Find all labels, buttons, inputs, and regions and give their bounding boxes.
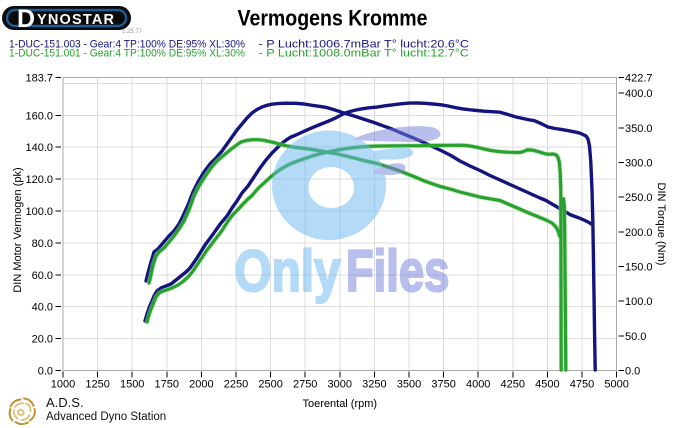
svg-text:DIN Motor Vermogen (pk): DIN Motor Vermogen (pk) xyxy=(12,167,24,292)
svg-text:20.0: 20.0 xyxy=(32,334,53,346)
svg-text:1750: 1750 xyxy=(155,379,179,391)
svg-text:4250: 4250 xyxy=(501,379,525,391)
svg-text:2750: 2750 xyxy=(293,379,317,391)
svg-text:Advanced Dyno Station: Advanced Dyno Station xyxy=(46,411,166,423)
svg-text:DIN Torque (Nm): DIN Torque (Nm) xyxy=(655,183,667,266)
svg-text:2500: 2500 xyxy=(258,379,282,391)
svg-text:D: D xyxy=(17,5,35,33)
svg-text:Toerental (rpm): Toerental (rpm) xyxy=(303,398,378,410)
svg-text:0.0: 0.0 xyxy=(625,366,640,378)
svg-text:4500: 4500 xyxy=(535,379,559,391)
svg-text:5000: 5000 xyxy=(604,379,628,391)
svg-text:400.0: 400.0 xyxy=(625,88,653,100)
svg-text:100.0: 100.0 xyxy=(25,206,53,218)
svg-text:4750: 4750 xyxy=(570,379,594,391)
svg-text:1500: 1500 xyxy=(120,379,144,391)
svg-text:2250: 2250 xyxy=(224,379,248,391)
svg-text:80.0: 80.0 xyxy=(32,238,53,250)
svg-text:Vermogens Kromme: Vermogens Kromme xyxy=(238,5,428,30)
svg-text:150.0: 150.0 xyxy=(625,262,653,274)
svg-text:422.7: 422.7 xyxy=(625,73,653,85)
svg-text:1000: 1000 xyxy=(51,379,75,391)
svg-text:50.0: 50.0 xyxy=(625,331,646,343)
svg-text:Only: Only xyxy=(235,239,341,304)
svg-text:160.0: 160.0 xyxy=(25,110,53,122)
svg-text:3000: 3000 xyxy=(328,379,352,391)
svg-text:YNOSTAR: YNOSTAR xyxy=(37,12,115,28)
svg-text:1-DUC-151.001 - Gear:4 TP:100%: 1-DUC-151.001 - Gear:4 TP:100% DE:95% XL… xyxy=(9,48,245,60)
svg-text:3500: 3500 xyxy=(397,379,421,391)
svg-text:1.25.77: 1.25.77 xyxy=(122,29,143,35)
svg-text:Files: Files xyxy=(346,239,450,304)
svg-text:140.0: 140.0 xyxy=(25,142,53,154)
svg-text:60.0: 60.0 xyxy=(32,270,53,282)
svg-text:350.0: 350.0 xyxy=(625,123,653,135)
svg-text:120.0: 120.0 xyxy=(25,174,53,186)
svg-text:3750: 3750 xyxy=(431,379,455,391)
svg-text:1-DUC-151.003 - Gear:4 TP:100%: 1-DUC-151.003 - Gear:4 TP:100% DE:95% XL… xyxy=(9,39,245,51)
svg-text:2000: 2000 xyxy=(189,379,213,391)
svg-text:1250: 1250 xyxy=(85,379,109,391)
svg-text:4000: 4000 xyxy=(466,379,490,391)
svg-text:A.D.S.: A.D.S. xyxy=(46,395,84,410)
svg-text:300.0: 300.0 xyxy=(625,158,653,170)
svg-text:0.0: 0.0 xyxy=(38,366,53,378)
svg-text:- P Lucht:1008.0mBar T° lucht:: - P Lucht:1008.0mBar T° lucht:12.7°C xyxy=(259,48,470,60)
svg-text:3250: 3250 xyxy=(362,379,386,391)
svg-text:200.0: 200.0 xyxy=(625,227,653,239)
svg-text:100.0: 100.0 xyxy=(625,296,653,308)
svg-text:183.7: 183.7 xyxy=(25,73,53,85)
svg-text:- P Lucht:1006.7mBar T° lucht:: - P Lucht:1006.7mBar T° lucht:20.6°C xyxy=(259,39,470,51)
svg-text:40.0: 40.0 xyxy=(32,302,53,314)
svg-text:250.0: 250.0 xyxy=(625,192,653,204)
